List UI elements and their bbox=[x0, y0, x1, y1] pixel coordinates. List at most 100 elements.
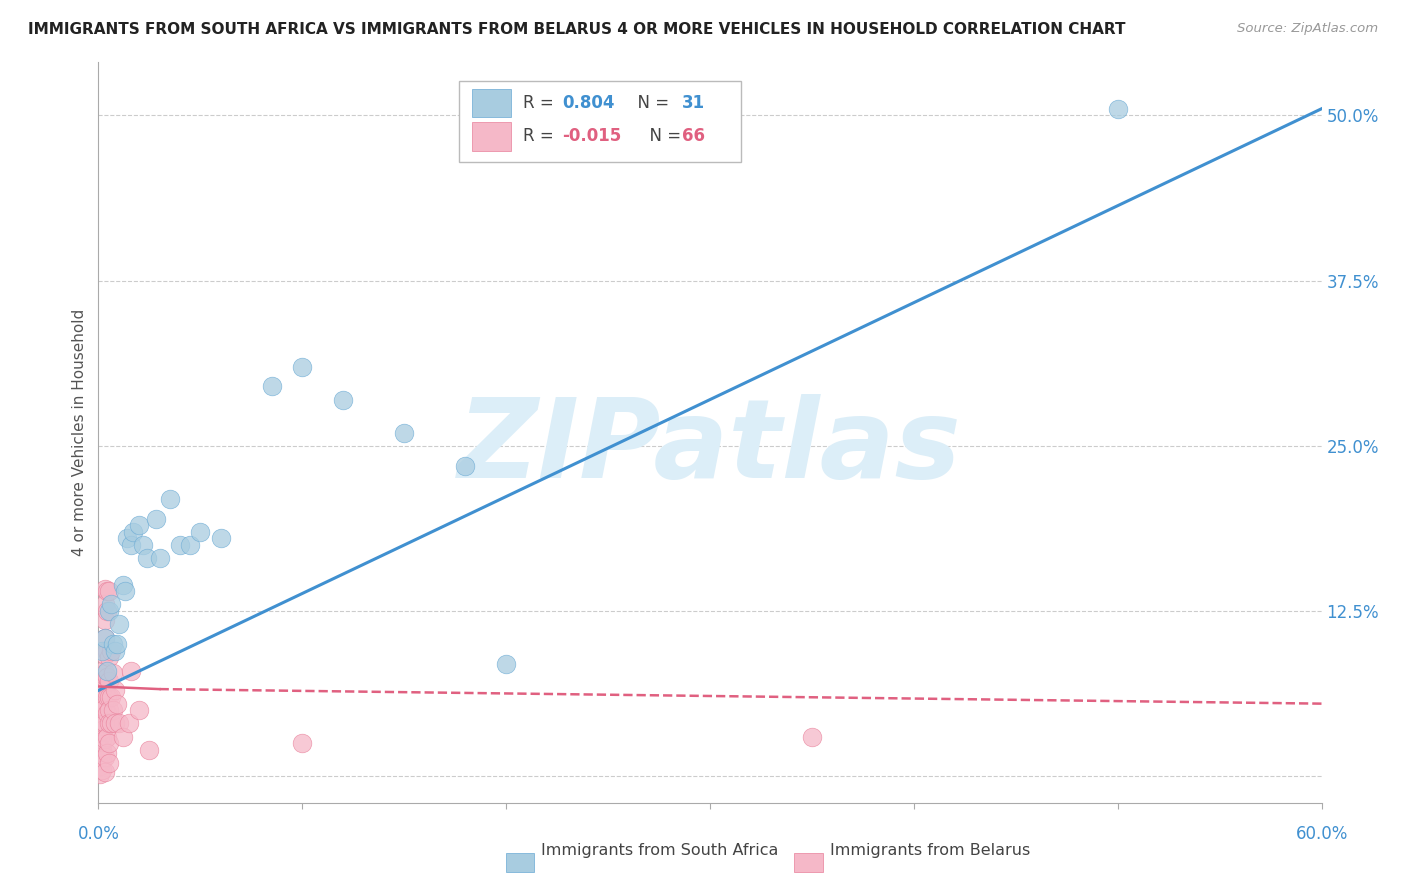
Point bbox=[801, 730, 824, 744]
Point bbox=[89, 758, 111, 772]
Text: R =: R = bbox=[523, 128, 558, 145]
Point bbox=[118, 716, 141, 731]
Point bbox=[93, 683, 115, 698]
Point bbox=[89, 700, 111, 714]
Point bbox=[91, 743, 114, 757]
Text: 0.804: 0.804 bbox=[562, 95, 614, 112]
Point bbox=[93, 582, 115, 596]
Point bbox=[149, 551, 172, 566]
Point bbox=[260, 379, 283, 393]
Point bbox=[120, 664, 142, 678]
Point bbox=[89, 740, 111, 755]
Point bbox=[128, 518, 150, 533]
Point bbox=[93, 700, 115, 714]
Point bbox=[188, 524, 212, 539]
Text: ZIPatlas: ZIPatlas bbox=[458, 394, 962, 501]
Point bbox=[97, 604, 120, 618]
Point bbox=[104, 716, 127, 731]
Point bbox=[89, 680, 111, 694]
Point bbox=[122, 524, 145, 539]
Point bbox=[91, 754, 114, 768]
Point bbox=[108, 617, 131, 632]
Point bbox=[91, 703, 114, 717]
Point bbox=[96, 730, 118, 744]
Point bbox=[209, 532, 232, 546]
Point bbox=[96, 706, 118, 720]
Point bbox=[97, 584, 120, 599]
Point bbox=[454, 458, 477, 473]
Point bbox=[93, 749, 115, 764]
Point bbox=[89, 719, 111, 733]
Point bbox=[111, 577, 134, 591]
Point bbox=[108, 716, 131, 731]
Point bbox=[145, 511, 167, 525]
Point bbox=[96, 690, 118, 704]
Point bbox=[93, 598, 115, 612]
Point bbox=[93, 666, 115, 681]
Text: N =: N = bbox=[627, 95, 675, 112]
Point bbox=[89, 730, 111, 744]
Text: -0.015: -0.015 bbox=[562, 128, 621, 145]
Point bbox=[159, 491, 181, 506]
Point bbox=[89, 710, 111, 724]
Point bbox=[91, 644, 114, 658]
Text: N =: N = bbox=[640, 128, 686, 145]
Point bbox=[96, 644, 118, 658]
Point bbox=[91, 732, 114, 747]
Point bbox=[495, 657, 517, 671]
Point bbox=[93, 631, 115, 645]
Point bbox=[93, 648, 115, 662]
Point bbox=[97, 716, 120, 731]
Text: 31: 31 bbox=[682, 95, 704, 112]
Text: Immigrants from Belarus: Immigrants from Belarus bbox=[830, 843, 1029, 858]
Point bbox=[1107, 102, 1129, 116]
FancyBboxPatch shape bbox=[460, 81, 741, 162]
Point bbox=[91, 683, 114, 698]
Text: 0.0%: 0.0% bbox=[77, 825, 120, 843]
Point bbox=[89, 670, 111, 684]
Point bbox=[91, 664, 114, 678]
Text: Source: ZipAtlas.com: Source: ZipAtlas.com bbox=[1237, 22, 1378, 36]
Point bbox=[93, 716, 115, 731]
Point bbox=[105, 697, 128, 711]
Point bbox=[114, 584, 136, 599]
Point bbox=[89, 690, 111, 704]
Text: IMMIGRANTS FROM SOUTH AFRICA VS IMMIGRANTS FROM BELARUS 4 OR MORE VEHICLES IN HO: IMMIGRANTS FROM SOUTH AFRICA VS IMMIGRAN… bbox=[28, 22, 1126, 37]
Point bbox=[132, 538, 155, 552]
Point bbox=[91, 763, 114, 777]
Point bbox=[101, 666, 124, 681]
Point bbox=[101, 637, 124, 651]
Point bbox=[128, 703, 150, 717]
Point bbox=[101, 703, 124, 717]
Text: 60.0%: 60.0% bbox=[1295, 825, 1348, 843]
Point bbox=[96, 746, 118, 760]
Point bbox=[93, 765, 115, 780]
Point bbox=[104, 683, 127, 698]
Point bbox=[291, 359, 314, 374]
Point bbox=[169, 538, 191, 552]
Point bbox=[91, 692, 114, 706]
Point bbox=[91, 723, 114, 737]
Point bbox=[111, 730, 134, 744]
Point bbox=[100, 598, 122, 612]
Point bbox=[96, 584, 118, 599]
Point bbox=[97, 756, 120, 771]
Point bbox=[115, 532, 138, 546]
Point bbox=[96, 670, 118, 684]
Bar bbox=[471, 89, 510, 117]
Point bbox=[332, 392, 354, 407]
Point bbox=[93, 613, 115, 627]
Point bbox=[100, 690, 122, 704]
Point bbox=[100, 716, 122, 731]
Point bbox=[89, 766, 111, 780]
Y-axis label: 4 or more Vehicles in Household: 4 or more Vehicles in Household bbox=[72, 309, 87, 557]
Point bbox=[105, 637, 128, 651]
Point bbox=[291, 736, 314, 750]
Text: Immigrants from South Africa: Immigrants from South Africa bbox=[541, 843, 779, 858]
Point bbox=[96, 664, 118, 678]
Point bbox=[93, 732, 115, 747]
Point bbox=[97, 650, 120, 665]
Point bbox=[104, 644, 127, 658]
Point bbox=[97, 736, 120, 750]
Point bbox=[136, 551, 159, 566]
